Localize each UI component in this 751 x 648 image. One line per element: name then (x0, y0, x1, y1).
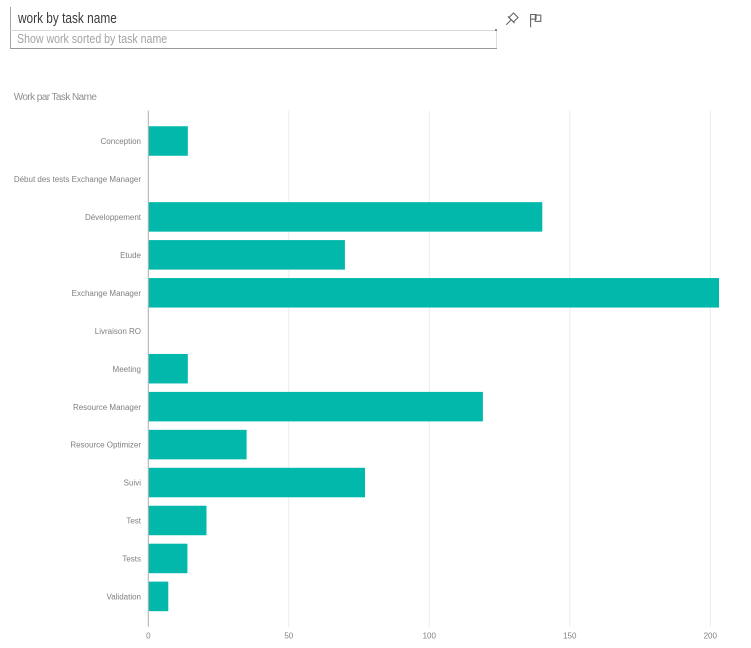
svg-text:0: 0 (146, 632, 151, 641)
svg-text:Resource Optimizer: Resource Optimizer (70, 441, 141, 450)
svg-text:Validation: Validation (106, 593, 141, 602)
svg-text:Exchange Manager: Exchange Manager (72, 289, 142, 298)
svg-text:Livraison RO: Livraison RO (95, 327, 141, 336)
svg-text:200: 200 (704, 632, 718, 641)
svg-text:Début des tests Exchange Manag: Début des tests Exchange Manager (14, 175, 142, 184)
svg-text:Etude: Etude (120, 251, 141, 260)
svg-text:Resource Manager: Resource Manager (73, 403, 141, 412)
svg-text:Conception: Conception (101, 137, 141, 146)
svg-text:Meeting: Meeting (113, 365, 141, 374)
svg-text:Work par Task Name: Work par Task Name (14, 92, 98, 103)
svg-text:100: 100 (423, 632, 437, 641)
svg-text:Test: Test (126, 517, 141, 526)
svg-text:Développement: Développement (85, 213, 142, 222)
svg-text:50: 50 (284, 632, 293, 641)
svg-text:Suivi: Suivi (124, 479, 142, 488)
svg-text:Tests: Tests (122, 555, 141, 564)
svg-text:150: 150 (563, 632, 577, 641)
